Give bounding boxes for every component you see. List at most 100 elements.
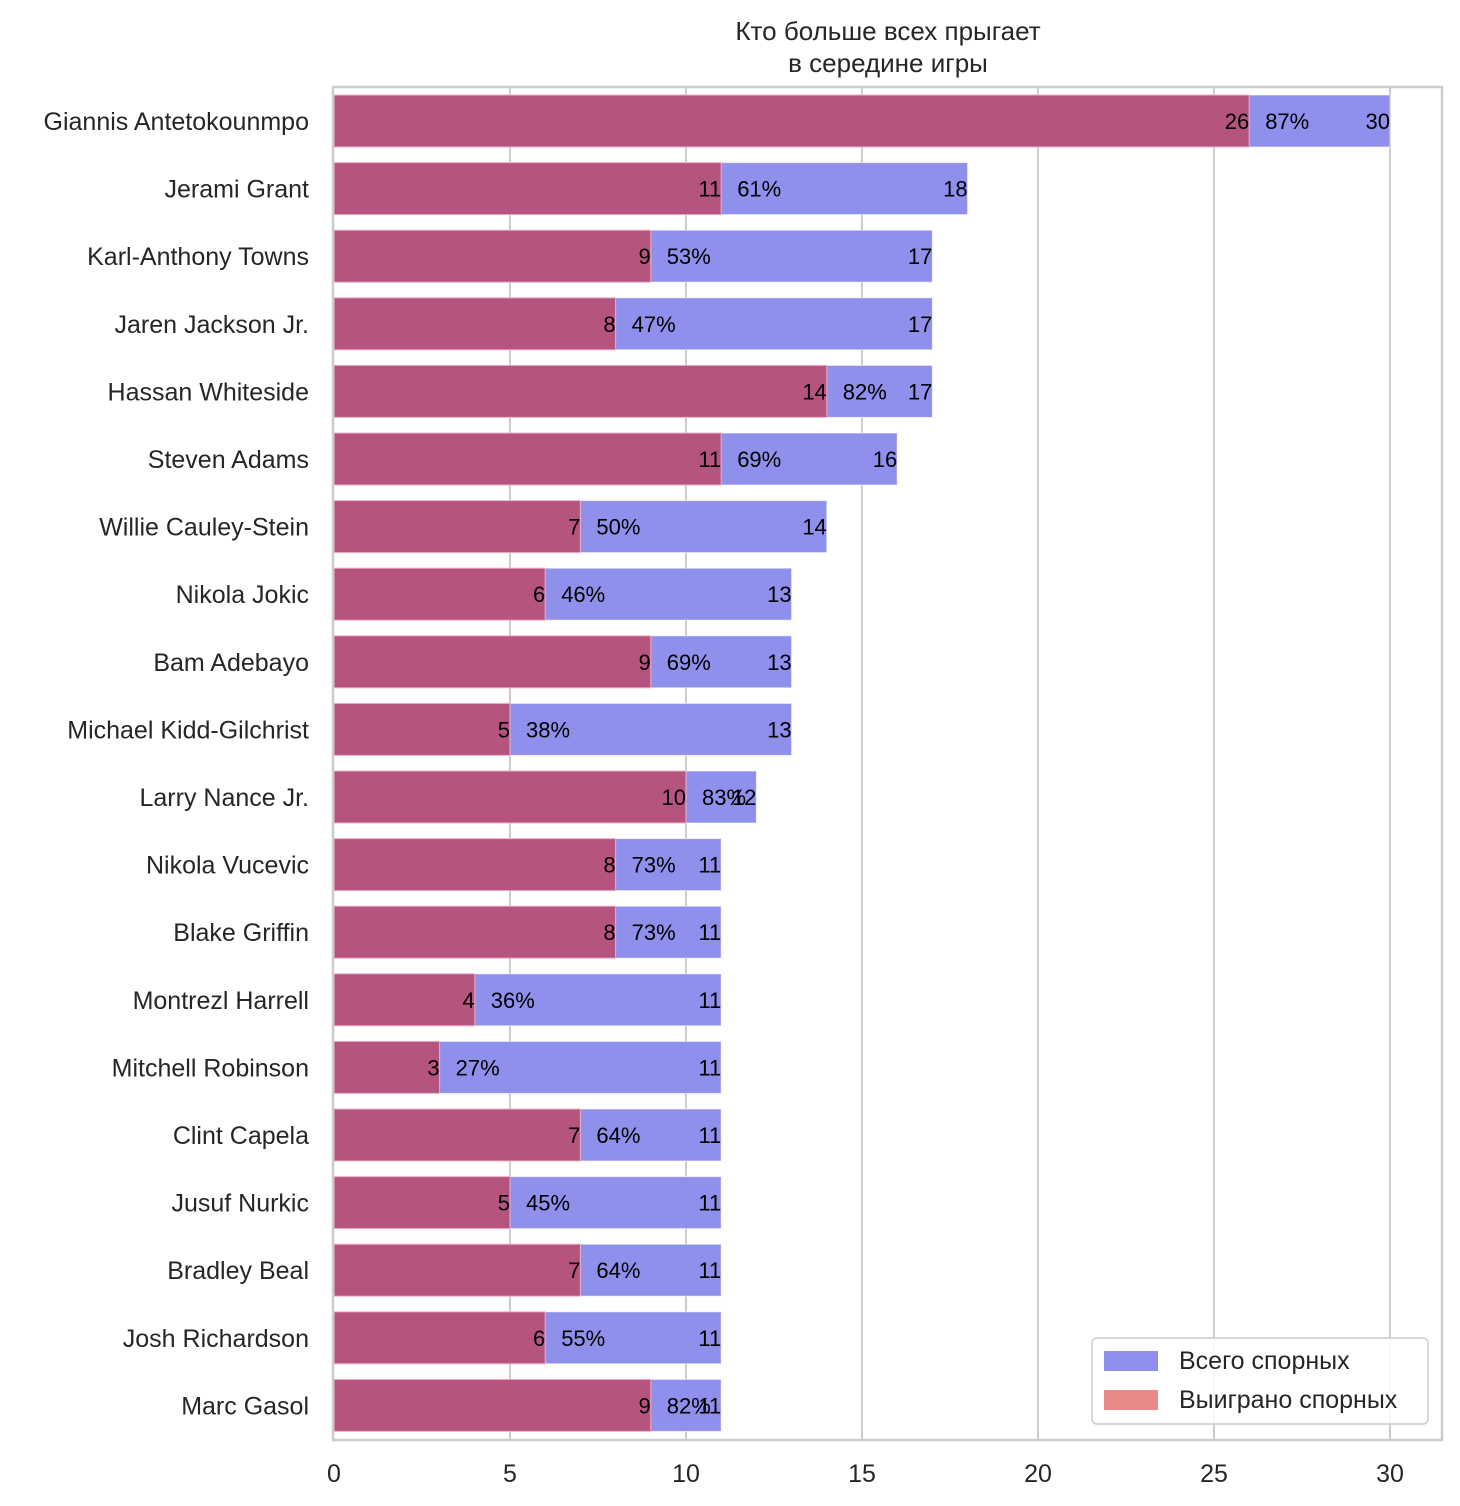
y-axis-label-player: Willie Cauley-Stein (99, 514, 309, 542)
label-total-value: 13 (767, 650, 791, 675)
bar-won (333, 838, 617, 892)
y-axis-label-player: Hassan Whiteside (108, 378, 309, 406)
label-won-value: 11 (698, 177, 721, 202)
legend: Всего спорных Выиграно спорных (1091, 1337, 1429, 1425)
bar-won (333, 1378, 652, 1432)
x-tick-label: 0 (327, 1460, 341, 1488)
y-axis-label-player: Nikola Jokic (176, 581, 309, 609)
gridlines (509, 87, 1391, 1440)
bar-won (333, 364, 828, 418)
label-total-value: 11 (698, 1393, 721, 1418)
y-axis-label-player: Jaren Jackson Jr. (114, 311, 309, 339)
label-win-percent: 38% (526, 717, 570, 742)
bar-won (333, 1176, 511, 1230)
label-won-value: 26 (1225, 109, 1249, 134)
label-won-value: 11 (698, 447, 721, 472)
label-win-percent: 45% (526, 1191, 570, 1216)
y-axis-label-player: Giannis Antetokounmpo (44, 108, 309, 136)
label-total-value: 11 (698, 1055, 721, 1080)
axes-frame (331, 85, 1444, 1442)
label-win-percent: 46% (561, 582, 605, 607)
bar-won (333, 973, 476, 1027)
label-won-value: 14 (802, 379, 826, 404)
label-total-value: 17 (908, 312, 932, 337)
label-won-value: 9 (639, 244, 651, 269)
bar-won (333, 905, 617, 959)
label-win-percent: 64% (596, 1123, 640, 1148)
label-win-percent: 47% (632, 312, 676, 337)
label-won-value: 4 (463, 988, 475, 1013)
label-win-percent: 69% (667, 650, 711, 675)
label-total-value: 13 (767, 582, 791, 607)
bar-won (333, 1108, 581, 1162)
label-won-value: 5 (498, 717, 510, 742)
label-win-percent: 83% (702, 785, 746, 810)
label-total-value: 17 (908, 244, 932, 269)
label-total-value: 17 (908, 379, 932, 404)
bar-won (333, 770, 687, 824)
label-won-value: 3 (427, 1055, 439, 1080)
label-won-value: 7 (568, 1123, 580, 1148)
label-won-value: 7 (568, 515, 580, 540)
x-tick-label: 10 (672, 1460, 700, 1488)
chart-title: Кто больше всех прыгает в середине игры (735, 16, 1040, 78)
label-won-value: 8 (603, 853, 615, 878)
legend-label-total: Всего спорных (1179, 1347, 1350, 1375)
label-won-value: 8 (603, 312, 615, 337)
label-total-value: 11 (698, 1191, 721, 1216)
x-axis-ticks: 0 5 10 15 20 25 30 (327, 1460, 1404, 1488)
label-win-percent: 82% (843, 379, 887, 404)
label-win-percent: 27% (456, 1055, 500, 1080)
y-axis-label-player: Bradley Beal (167, 1257, 309, 1285)
label-win-percent: 73% (632, 920, 676, 945)
chart-title-line-2: в середине игры (788, 48, 988, 78)
bar-won (333, 500, 581, 554)
bar-won (333, 162, 722, 216)
label-won-value: 6 (533, 582, 545, 607)
bar-won (333, 702, 511, 756)
bar-won (333, 567, 546, 621)
y-axis-label-player: Blake Griffin (173, 919, 309, 947)
y-axis-label-player: Jerami Grant (165, 176, 310, 204)
y-axis-label-player: Clint Capela (173, 1122, 309, 1150)
label-total-value: 11 (698, 1326, 721, 1351)
label-win-percent: 36% (491, 988, 535, 1013)
legend-swatch-total (1104, 1351, 1158, 1371)
label-win-percent: 69% (737, 447, 781, 472)
label-total-value: 30 (1366, 109, 1390, 134)
label-total-value: 11 (698, 1123, 721, 1148)
label-win-percent: 87% (1265, 109, 1309, 134)
y-axis-label-player: Nikola Vucevic (146, 852, 309, 880)
label-won-value: 5 (498, 1191, 510, 1216)
x-tick-label: 20 (1024, 1460, 1052, 1488)
label-won-value: 9 (639, 650, 651, 675)
y-axis-label-player: Montrezl Harrell (133, 987, 309, 1015)
label-total-value: 13 (767, 717, 791, 742)
x-tick-label: 15 (848, 1460, 876, 1488)
bar-won (333, 1311, 546, 1365)
label-win-percent: 55% (561, 1326, 605, 1351)
label-win-percent: 82% (667, 1393, 711, 1418)
bar-won (333, 297, 617, 351)
bar-won (333, 1040, 441, 1094)
label-win-percent: 50% (596, 515, 640, 540)
y-axis-label-player: Larry Nance Jr. (139, 784, 309, 812)
legend-label-won: Выиграно спорных (1179, 1386, 1398, 1414)
label-won-value: 7 (568, 1258, 580, 1283)
label-total-value: 14 (802, 515, 826, 540)
bar-won (333, 635, 652, 689)
bar-won (333, 432, 722, 486)
x-tick-label: 25 (1200, 1460, 1228, 1488)
y-axis-label-player: Mitchell Robinson (112, 1054, 309, 1082)
data-labels: 26 87% 30 11 61% 18 9 53% 17 8 47% 17 14 82% 17 11 69% 16… (427, 109, 1390, 1418)
legend-swatch-won (1104, 1390, 1158, 1410)
bar-won (333, 1243, 581, 1297)
y-axis-label-player: Bam Adebayo (153, 649, 309, 677)
label-win-percent: 61% (737, 177, 781, 202)
label-total-value: 18 (943, 177, 967, 202)
chart-title-line-1: Кто больше всех прыгает (735, 16, 1040, 46)
y-axis-label-player: Karl-Anthony Towns (87, 243, 309, 271)
x-tick-label: 5 (503, 1460, 517, 1488)
y-axis-label-player: Marc Gasol (181, 1392, 309, 1420)
